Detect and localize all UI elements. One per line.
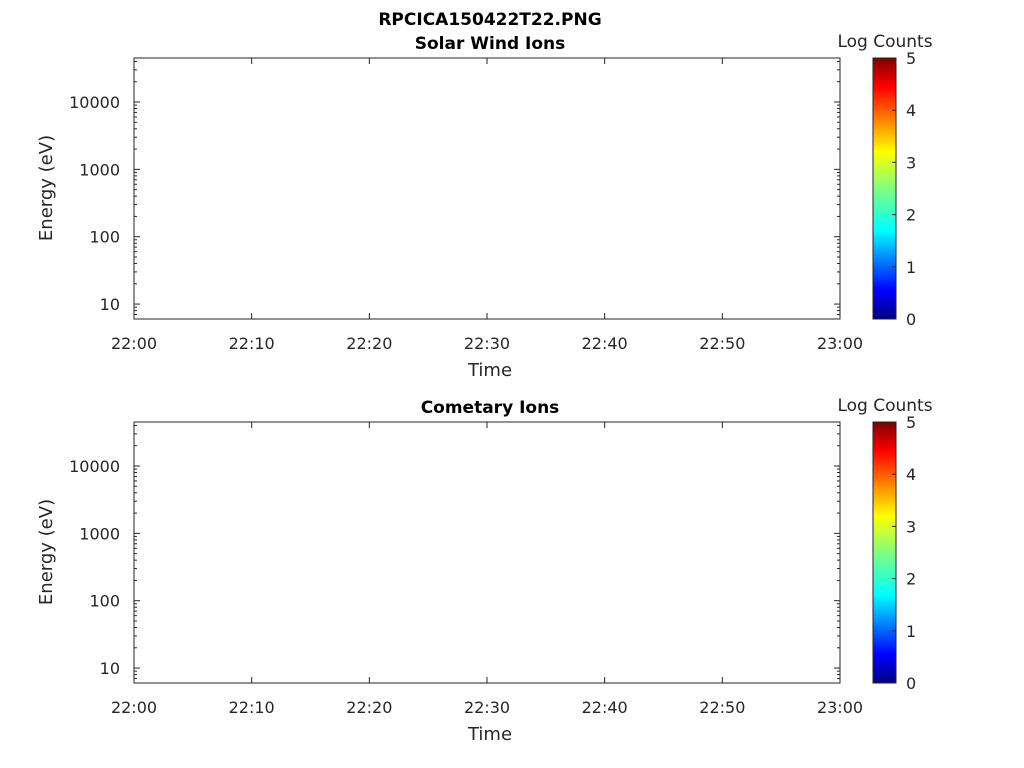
- x-tick-label: 22:40: [582, 698, 628, 717]
- figure-title: RPCICA150422T22.PNG: [378, 10, 601, 30]
- x-tick-label: 22:20: [346, 698, 392, 717]
- colorbar: 0 1 2 3 4 5: [872, 49, 916, 329]
- y-tick-label: 1000: [79, 524, 120, 543]
- y-tick-label: 10: [100, 659, 120, 678]
- colorbar-tick-label: 0: [906, 310, 916, 329]
- colorbar-tick-label: 1: [906, 258, 916, 277]
- x-tick-label: 22:40: [582, 334, 628, 353]
- colorbar-tick-label: 2: [906, 570, 916, 589]
- x-tick-label: 23:00: [817, 334, 863, 353]
- y-tick-label: 1000: [79, 160, 120, 179]
- x-tick-label: 22:50: [699, 698, 745, 717]
- y-tick-label: 10000: [69, 457, 120, 476]
- y-axis-label: Energy (eV): [36, 135, 57, 241]
- colorbar-tick-label: 5: [906, 413, 916, 432]
- colorbar-tick-label: 4: [906, 101, 916, 120]
- x-tick-label: 22:30: [464, 334, 510, 353]
- y-tick-label: 100: [89, 228, 120, 247]
- colorbar: 0 1 2 3 4 5: [872, 413, 916, 693]
- y-axis-ticks: 10 100 1000 10000: [69, 60, 840, 320]
- y-tick-label: 10: [100, 295, 120, 314]
- colorbar-tick-label: 1: [906, 622, 916, 641]
- x-tick-label: 22:00: [111, 334, 157, 353]
- x-axis-label: Time: [467, 724, 512, 745]
- y-axis-label: Energy (eV): [36, 499, 57, 605]
- panel-title: Solar Wind Ions: [415, 34, 566, 54]
- colorbar-label: Log Counts: [837, 396, 932, 416]
- colorbar-tick-label: 5: [906, 49, 916, 68]
- x-axis-label: Time: [467, 360, 512, 381]
- y-tick-label: 10000: [69, 93, 120, 112]
- colorbar-label: Log Counts: [837, 32, 932, 52]
- colorbar-gradient: [872, 57, 897, 320]
- colorbar-tick-label: 0: [906, 674, 916, 693]
- x-tick-label: 22:10: [229, 698, 275, 717]
- x-tick-label: 22:20: [346, 334, 392, 353]
- x-tick-label: 22:30: [464, 698, 510, 717]
- plot-frame: [133, 421, 841, 684]
- x-axis-ticks: 22:00 22:10 22:20 22:30 22:40 22:50 23:00: [111, 422, 863, 717]
- colorbar-tick-label: 3: [906, 517, 916, 536]
- x-tick-label: 22:50: [699, 334, 745, 353]
- colorbar-gradient: [872, 421, 897, 684]
- plot-frame: [133, 57, 841, 320]
- y-tick-label: 100: [89, 592, 120, 611]
- solar-wind-ions-panel: Solar Wind Ions 22:00 22:10 22:20 22:30 22:4…: [36, 32, 933, 381]
- y-axis-ticks: 10 100 1000 10000: [69, 424, 840, 684]
- cometary-ions-panel: Cometary Ions 22:00 22:10 22:20 22:30 22:40 2…: [36, 396, 933, 745]
- x-tick-label: 22:10: [229, 334, 275, 353]
- x-axis-ticks: 22:00 22:10 22:20 22:30 22:40 22:50 23:00: [111, 58, 863, 353]
- colorbar-tick-label: 2: [906, 206, 916, 225]
- x-tick-label: 22:00: [111, 698, 157, 717]
- colorbar-tick-label: 3: [906, 153, 916, 172]
- x-tick-label: 23:00: [817, 698, 863, 717]
- colorbar-tick-label: 4: [906, 465, 916, 484]
- panel-title: Cometary Ions: [421, 398, 560, 418]
